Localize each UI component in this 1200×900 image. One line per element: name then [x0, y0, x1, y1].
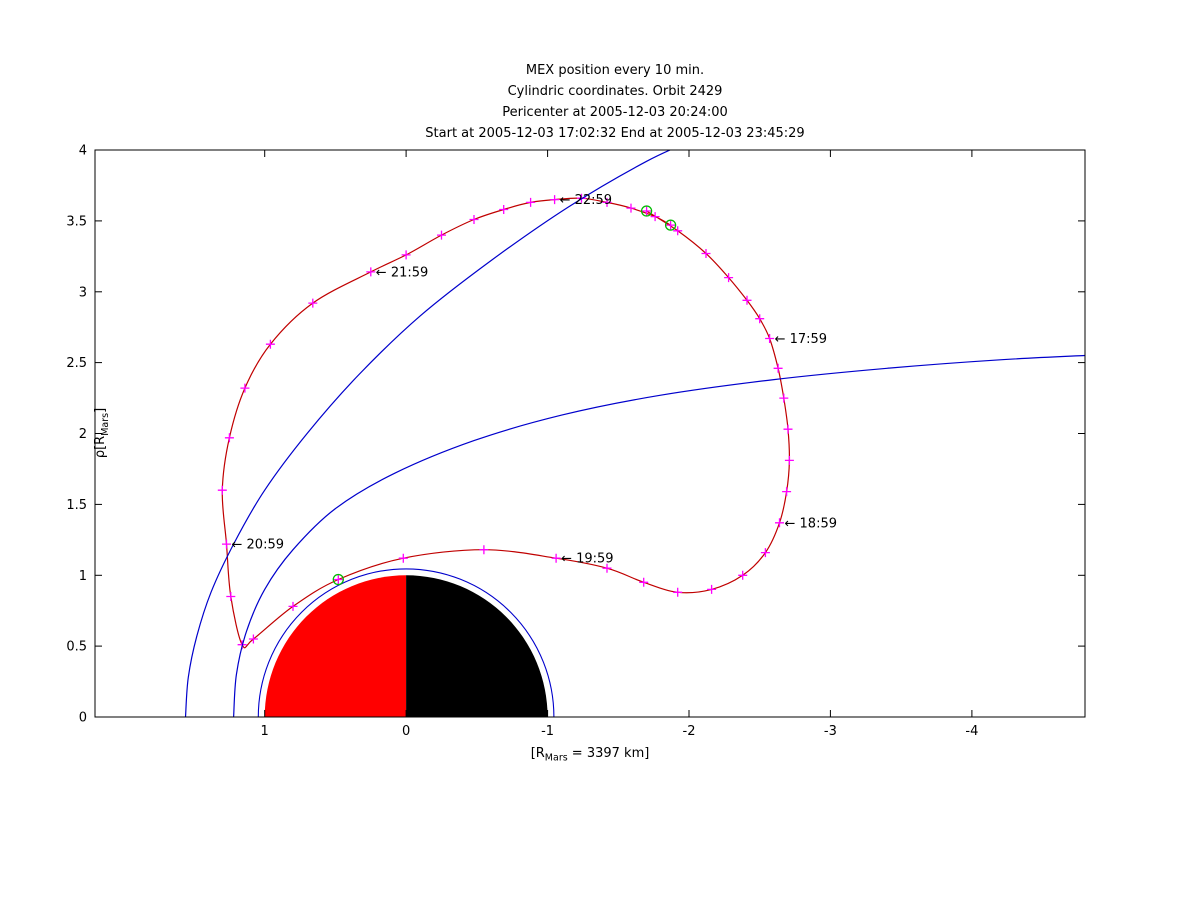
event-circle-pericenter — [332, 573, 344, 586]
y-tick-label: 2.5 — [66, 356, 87, 371]
planet-outline-circle — [257, 568, 555, 717]
event-circle-end — [664, 219, 677, 231]
mex-orbit-ten-minute-markers — [217, 193, 794, 650]
y-tick-label: 3.5 — [66, 214, 87, 229]
time-label-2059: ← 20:59 — [232, 538, 285, 553]
axes-group: ← 17:59 ← 18:59 ← 19:59 ← 20:59 ← 21:59 ← 22:… — [66, 144, 1086, 739]
bow-shock-path — [184, 150, 672, 717]
x-tick-label: 0 — [402, 724, 410, 739]
y-tick-label: 4 — [79, 144, 87, 159]
x-tick-label: -4 — [965, 724, 978, 739]
x-axis-label-pre: [R — [530, 746, 545, 761]
planet-nightside — [406, 575, 548, 717]
time-label-1759: ← 17:59 — [775, 332, 828, 347]
y-tick-label: 1 — [79, 569, 87, 584]
x-tick-label: -2 — [683, 724, 696, 739]
time-label-1959: ← 19:59 — [561, 552, 614, 567]
y-tick-label: 0.5 — [66, 640, 87, 655]
y-tick-label: 2 — [79, 427, 87, 442]
y-tick-label: 0 — [79, 711, 87, 726]
time-label-2159: ← 21:59 — [376, 265, 429, 280]
axes-box — [94, 149, 1086, 718]
x-tick-label: -3 — [824, 724, 837, 739]
time-label-1859: ← 18:59 — [785, 516, 838, 531]
title-line-1: MEX position every 10 min. — [525, 63, 705, 78]
time-label-2259: ← 22:59 — [560, 193, 613, 208]
plot-clip-group — [184, 150, 1085, 717]
title-line-3: Pericenter at 2005-12-03 20:24:00 — [502, 105, 728, 120]
x-tick-label: 1 — [261, 724, 269, 739]
y-tick-label: 1.5 — [66, 498, 87, 513]
x-axis-label-sub: Mars — [544, 752, 568, 764]
x-tick-label: -1 — [541, 724, 554, 739]
x-axis-label: [RMars = 3397 km] — [95, 746, 1085, 764]
event-circle-start — [640, 205, 653, 217]
mex-orbit-path — [221, 197, 791, 649]
title-line-2: Cylindric coordinates. Orbit 2429 — [507, 84, 723, 99]
y-tick-label: 3 — [79, 285, 87, 300]
title-line-4: Start at 2005-12-03 17:02:32 End at 2005… — [425, 126, 805, 141]
planet-dayside — [264, 575, 407, 717]
magnetic-pileup-boundary-path — [233, 354, 1085, 717]
plot-title-block: MEX position every 10 min. Cylindric coo… — [100, 60, 1130, 144]
x-axis-label-post: = 3397 km] — [567, 746, 650, 761]
